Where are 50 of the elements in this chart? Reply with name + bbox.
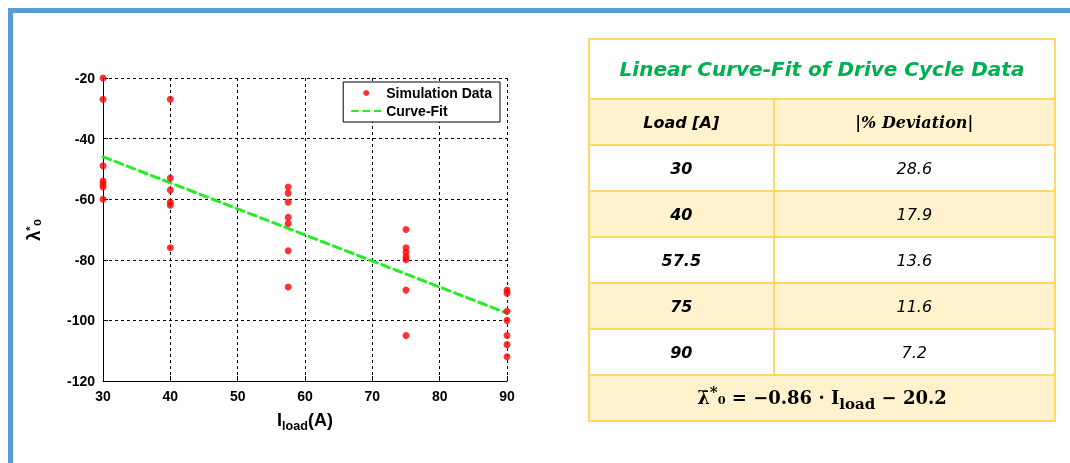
point: [503, 341, 511, 349]
point: [503, 316, 511, 324]
category-label: 40: [589, 191, 774, 237]
x-tick-label: 70: [364, 388, 381, 404]
point: [166, 244, 174, 252]
text: Linear Curve-Fit of Drive Cycle Data: [589, 39, 1055, 99]
point: [402, 226, 410, 233]
point: [284, 198, 292, 206]
x-tick-label: 80: [431, 388, 448, 404]
category-label: 75: [589, 283, 774, 329]
point: [166, 174, 174, 182]
y-tick-label: -40: [74, 130, 96, 147]
point: [99, 195, 107, 203]
y-axis-title: λ*₀: [23, 218, 44, 241]
y-tick-label: -20: [74, 70, 96, 86]
point: [284, 283, 292, 291]
point: [284, 213, 292, 221]
data-label: 28.6: [773, 145, 1055, 191]
data-label: 17.9: [773, 191, 1055, 237]
legend-label: Simulation Data: [386, 85, 493, 101]
text: λ̄$^{*}$₀ = −0.86 · I$_{load}$ − 20.2: [589, 375, 1055, 421]
point: [284, 189, 292, 197]
point: [284, 247, 292, 255]
category-label: 90: [589, 329, 774, 375]
y-tick-label: -80: [74, 251, 96, 268]
x-tick-label: 60: [297, 388, 313, 404]
x-tick-label: 30: [95, 388, 111, 404]
point: [166, 186, 174, 194]
text: Load [A]: [589, 99, 774, 145]
point: [284, 219, 292, 227]
y-tick-label: -60: [74, 191, 96, 208]
point: [503, 332, 511, 340]
point: [284, 183, 292, 191]
point: [402, 332, 410, 340]
y-tick-label: -120: [66, 373, 96, 389]
data-label: 11.6: [773, 283, 1055, 329]
point: [503, 307, 511, 315]
point: [166, 95, 174, 103]
data-label: 13.6: [773, 237, 1055, 283]
x-tick-label: 40: [162, 388, 179, 404]
category-label: 30: [589, 145, 774, 191]
point: [503, 353, 511, 361]
legend-label: Curve-Fit: [386, 103, 448, 119]
x-tick-label: 90: [499, 388, 515, 404]
series-label: |% Deviation|: [773, 99, 1055, 145]
x-tick-label: 50: [229, 388, 246, 404]
point: [99, 95, 107, 103]
data-label: 7.2: [773, 329, 1055, 375]
category-label: 57.5: [589, 237, 774, 283]
y-tick-label: -100: [66, 312, 96, 329]
